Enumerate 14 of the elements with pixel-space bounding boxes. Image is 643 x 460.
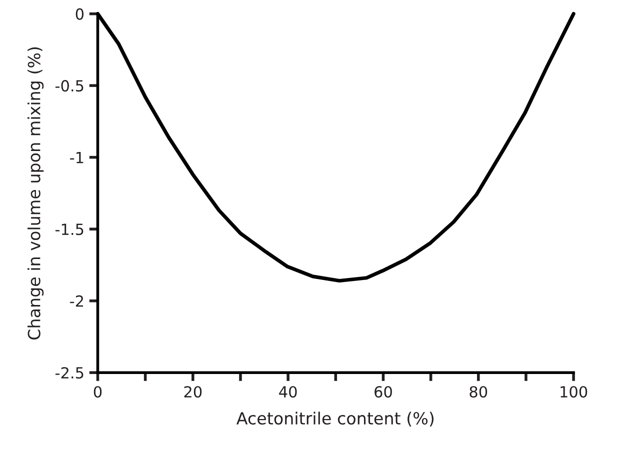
x-tick-label: 60 bbox=[374, 386, 392, 398]
y-tick-label: 0 bbox=[76, 8, 84, 20]
y-axis-title: Change in volume upon mixing (%) bbox=[27, 47, 44, 340]
x-tick-label: 40 bbox=[279, 386, 297, 398]
y-tick-label: -1.5 bbox=[55, 224, 84, 236]
x-tick-label: 20 bbox=[184, 386, 202, 398]
x-tick-label: 100 bbox=[560, 386, 588, 398]
y-tick-label: -1 bbox=[70, 152, 84, 164]
y-tick-label: -2 bbox=[70, 295, 84, 307]
x-tick-label: 0 bbox=[94, 386, 102, 398]
x-tick-label: 80 bbox=[470, 386, 488, 398]
y-tick-label: -2.5 bbox=[55, 367, 84, 379]
x-axis-title: Acetonitrile content (%) bbox=[236, 412, 434, 427]
y-tick-label: -0.5 bbox=[55, 80, 84, 92]
